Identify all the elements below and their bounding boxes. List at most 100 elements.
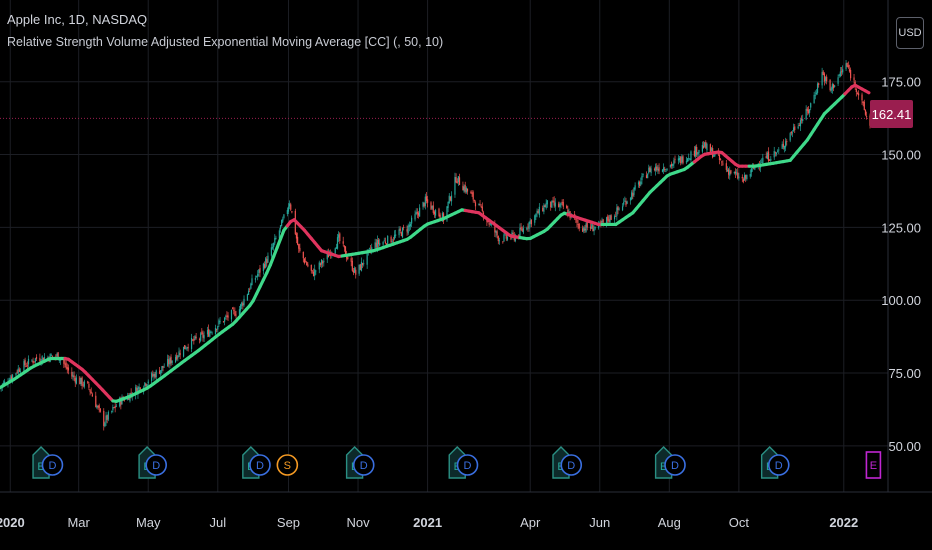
dividend-marker[interactable]: D xyxy=(145,454,168,476)
time-axis[interactable]: 2020 Mar May Jul Sep Nov 2021 Apr Jun Aug Oct 2022 xyxy=(0,491,932,530)
dividend-marker[interactable]: D xyxy=(456,454,479,476)
candle-body xyxy=(577,224,579,226)
candle-body xyxy=(106,415,108,420)
candle-body xyxy=(704,142,706,147)
candle-body xyxy=(152,374,154,377)
currency-button[interactable]: USD xyxy=(896,17,924,49)
candle-body xyxy=(249,289,251,291)
candle-body xyxy=(287,206,290,212)
candle-body xyxy=(746,174,748,180)
candle-body xyxy=(56,353,58,356)
candle-body xyxy=(543,205,545,212)
earnings-marker-label: E xyxy=(660,461,667,473)
candle-body xyxy=(11,374,14,380)
marker-box xyxy=(865,451,882,479)
candle-body xyxy=(521,229,523,232)
candle-body xyxy=(474,202,477,207)
candle-body xyxy=(226,315,228,317)
candle-body xyxy=(621,206,624,211)
candle-body xyxy=(864,109,867,115)
candle-body xyxy=(200,333,202,341)
dividend-marker[interactable]: D xyxy=(767,454,790,476)
symbol-title[interactable]: Apple Inc, 1D, NASDAQ xyxy=(7,12,148,27)
candle-body xyxy=(617,206,619,211)
dividend-marker[interactable]: D xyxy=(249,454,271,476)
candle-body xyxy=(862,101,864,103)
candle-body xyxy=(289,203,291,207)
candle-body xyxy=(480,206,482,207)
candle-body xyxy=(311,270,314,272)
candle-body xyxy=(297,236,299,245)
candle-body xyxy=(273,242,275,248)
dividend-marker[interactable]: D xyxy=(560,454,583,476)
price-tick-label: 100.00 xyxy=(881,293,921,308)
candle-body xyxy=(42,357,44,361)
candle-body xyxy=(103,410,105,426)
candle-body xyxy=(235,314,237,316)
candle-body xyxy=(403,227,405,228)
candle-body xyxy=(690,151,692,161)
candle-body xyxy=(384,241,386,244)
candle-body xyxy=(688,157,690,159)
candle-body xyxy=(89,389,91,392)
candle-body xyxy=(666,168,668,171)
candle-body xyxy=(576,219,578,223)
candle-body xyxy=(411,217,413,224)
candle-body xyxy=(241,302,243,307)
split-marker[interactable]: S xyxy=(276,454,299,476)
candle-body xyxy=(495,230,497,233)
candle-body xyxy=(31,360,33,362)
candle-body xyxy=(594,226,596,229)
candle-body xyxy=(584,228,586,231)
candle-body xyxy=(306,262,308,266)
candle-body xyxy=(192,339,194,341)
candle-body xyxy=(254,278,257,280)
candle-body xyxy=(769,159,771,161)
candle-body xyxy=(578,223,580,229)
candle-body xyxy=(368,248,371,250)
candle-body xyxy=(567,209,569,216)
candle-body xyxy=(661,169,664,173)
candle-body xyxy=(607,216,609,221)
candle-body xyxy=(470,191,472,194)
candle-body xyxy=(554,202,556,207)
candle-body xyxy=(366,251,368,265)
candle-body xyxy=(733,171,735,174)
candle-body xyxy=(664,168,666,170)
candle-body xyxy=(24,359,26,366)
candle-body xyxy=(250,283,252,289)
candle-body xyxy=(697,152,699,155)
candle-body xyxy=(720,159,722,160)
candle-body xyxy=(3,381,6,384)
candle-body xyxy=(829,79,831,91)
time-tick-label: Aug xyxy=(658,515,681,530)
candle-body xyxy=(75,377,77,384)
candle-body xyxy=(19,371,22,373)
time-tick-label: Jun xyxy=(589,515,610,530)
dividend-marker[interactable]: D xyxy=(664,454,686,476)
indicator-title[interactable]: Relative Strength Volume Adjusted Expone… xyxy=(7,35,444,49)
candle-body xyxy=(145,383,147,386)
candle-body xyxy=(481,206,483,211)
candle-body xyxy=(462,185,464,191)
candle-body xyxy=(629,197,632,201)
time-tick-label: Jul xyxy=(209,515,226,530)
candle-body xyxy=(793,127,795,131)
candle-body xyxy=(657,168,659,171)
dividend-marker[interactable]: D xyxy=(352,454,375,476)
price-axis[interactable]: 50.00 75.00 100.00 125.00 150.00 175.00 xyxy=(881,0,921,492)
candle-body xyxy=(16,371,18,374)
candle-body xyxy=(840,71,843,73)
candle-body xyxy=(606,217,608,224)
candle-body xyxy=(281,220,283,227)
candle-body xyxy=(824,77,827,81)
upcoming-earnings-marker[interactable]: E xyxy=(865,451,882,479)
candle-body xyxy=(97,406,99,407)
dividend-marker[interactable]: D xyxy=(41,454,64,476)
candle-body xyxy=(105,415,107,423)
candle-body xyxy=(374,242,376,249)
event-markers[interactable]: EDEDEDSEDEDEDEDEDE xyxy=(32,446,882,479)
candle-body xyxy=(424,196,426,206)
candle-body xyxy=(295,233,298,239)
